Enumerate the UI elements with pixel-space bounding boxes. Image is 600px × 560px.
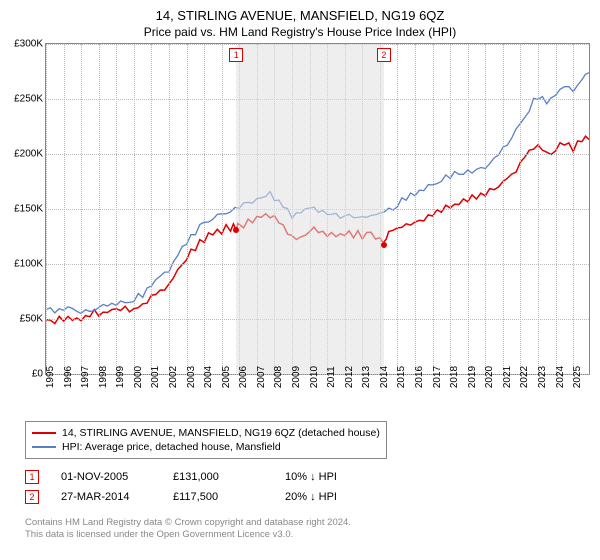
chart-shaded-band (236, 44, 384, 374)
annotation-price: £131,000 (173, 471, 263, 483)
x-axis-label: 2009 (291, 366, 302, 388)
y-axis-label: £250K (14, 94, 43, 105)
legend-swatch (32, 432, 56, 434)
x-axis-label: 2014 (379, 366, 390, 388)
x-axis-label: 2021 (502, 366, 513, 388)
x-axis-label: 2015 (396, 366, 407, 388)
chart-marker-label: 1 (229, 48, 243, 62)
x-axis-label: 2019 (467, 366, 478, 388)
chart-title: 14, STIRLING AVENUE, MANSFIELD, NG19 6QZ (0, 0, 600, 23)
y-axis-label: £50K (20, 314, 43, 325)
y-axis-label: £0 (32, 369, 43, 380)
annotation-marker-icon: 1 (25, 470, 39, 484)
x-axis-label: 2010 (309, 366, 320, 388)
x-axis-labels: 1995199619971998199920002001200220032004… (45, 375, 590, 415)
footer-line: This data is licensed under the Open Gov… (25, 529, 600, 541)
legend-swatch (32, 446, 56, 448)
chart-footer: Contains HM Land Registry data © Crown c… (25, 517, 600, 542)
chart-marker-dot (381, 242, 387, 248)
x-axis-label: 2025 (572, 366, 583, 388)
chart-marker-dot (233, 227, 239, 233)
x-axis-label: 2004 (203, 366, 214, 388)
y-axis-label: £200K (14, 149, 43, 160)
x-axis-label: 2023 (537, 366, 548, 388)
x-axis-label: 1995 (45, 366, 56, 388)
chart-plot-area: £0£50K£100K£150K£200K£250K£300K12 (45, 43, 590, 375)
x-axis-label: 2013 (361, 366, 372, 388)
x-axis-label: 2011 (326, 366, 337, 388)
x-axis-label: 2022 (519, 366, 530, 388)
chart-subtitle: Price paid vs. HM Land Registry's House … (0, 23, 600, 43)
chart-legend: 14, STIRLING AVENUE, MANSFIELD, NG19 6QZ… (25, 421, 387, 459)
footer-line: Contains HM Land Registry data © Crown c… (25, 517, 600, 529)
x-axis-label: 2006 (238, 366, 249, 388)
x-axis-label: 1997 (80, 366, 91, 388)
x-axis-label: 1998 (98, 366, 109, 388)
annotation-price: £117,500 (173, 491, 263, 503)
annotation-row: 1 01-NOV-2005 £131,000 10% ↓ HPI (25, 467, 600, 487)
x-axis-label: 2016 (414, 366, 425, 388)
x-axis-label: 2003 (186, 366, 197, 388)
legend-label: HPI: Average price, detached house, Mans… (62, 441, 281, 453)
y-axis-label: £300K (14, 39, 43, 50)
x-axis-label: 2018 (449, 366, 460, 388)
annotation-date: 27-MAR-2014 (61, 491, 151, 503)
chart-marker-label: 2 (377, 48, 391, 62)
annotation-diff: 20% ↓ HPI (285, 491, 375, 503)
legend-item: HPI: Average price, detached house, Mans… (32, 440, 380, 454)
x-axis-label: 2020 (484, 366, 495, 388)
x-axis-label: 2008 (273, 366, 284, 388)
legend-label: 14, STIRLING AVENUE, MANSFIELD, NG19 6QZ… (62, 427, 380, 439)
x-axis-label: 2007 (256, 366, 267, 388)
legend-item: 14, STIRLING AVENUE, MANSFIELD, NG19 6QZ… (32, 426, 380, 440)
x-axis-label: 2012 (344, 366, 355, 388)
annotation-row: 2 27-MAR-2014 £117,500 20% ↓ HPI (25, 487, 600, 507)
y-axis-label: £100K (14, 259, 43, 270)
annotation-diff: 10% ↓ HPI (285, 471, 375, 483)
x-axis-label: 2002 (168, 366, 179, 388)
x-axis-label: 2000 (133, 366, 144, 388)
chart-container: 14, STIRLING AVENUE, MANSFIELD, NG19 6QZ… (0, 0, 600, 560)
annotation-table: 1 01-NOV-2005 £131,000 10% ↓ HPI 2 27-MA… (25, 467, 600, 507)
x-axis-label: 2005 (221, 366, 232, 388)
x-axis-label: 1999 (115, 366, 126, 388)
y-axis-label: £150K (14, 204, 43, 215)
x-axis-label: 2017 (432, 366, 443, 388)
x-axis-label: 2001 (150, 366, 161, 388)
x-axis-label: 1996 (63, 366, 74, 388)
annotation-marker-icon: 2 (25, 490, 39, 504)
annotation-date: 01-NOV-2005 (61, 471, 151, 483)
x-axis-label: 2024 (555, 366, 566, 388)
